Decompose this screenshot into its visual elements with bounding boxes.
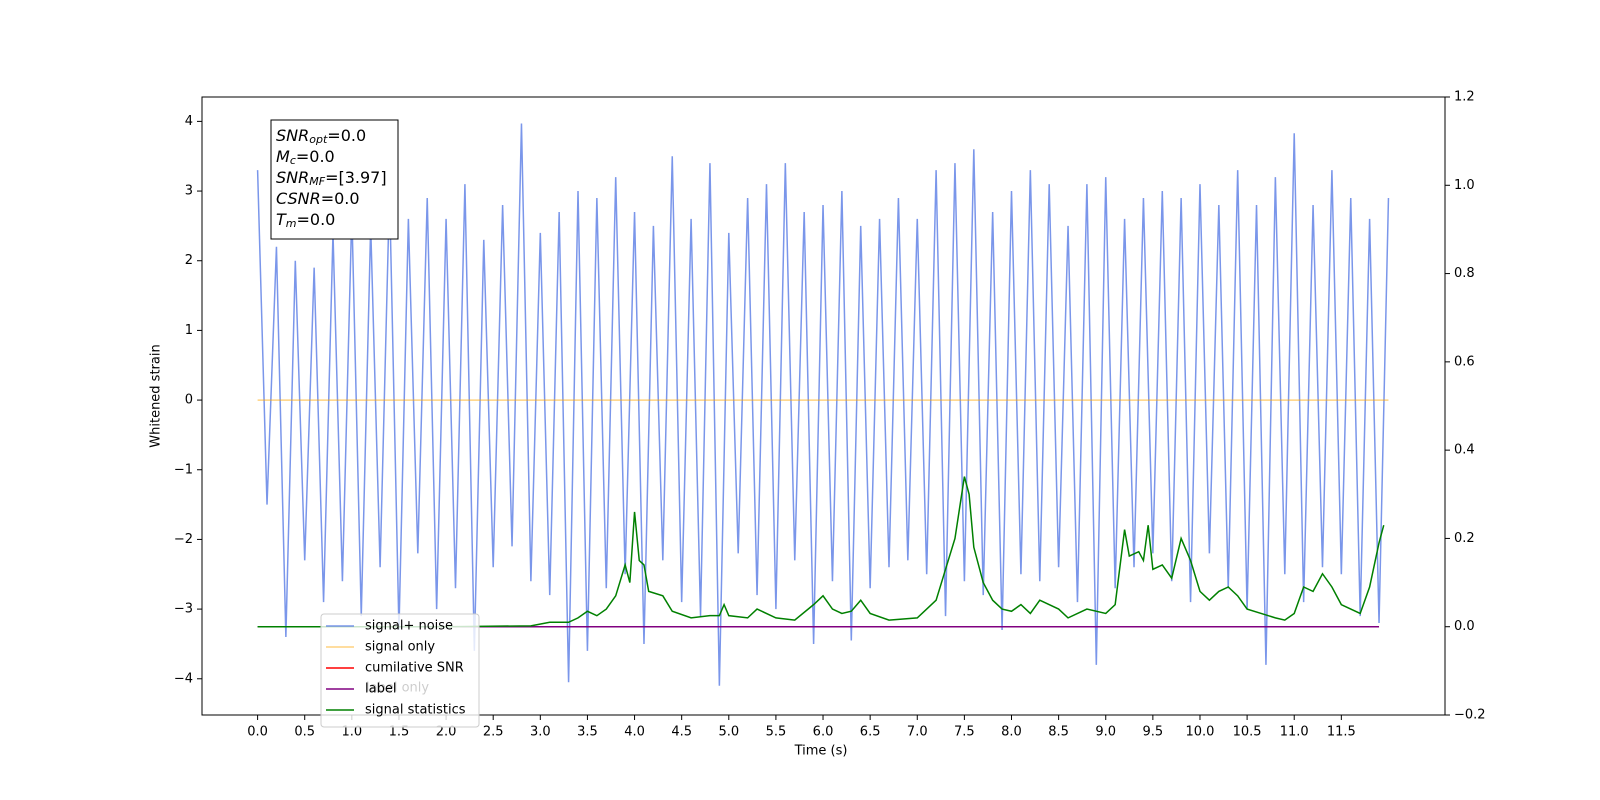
y2-tick-label: 0.6 <box>1454 354 1475 369</box>
x-tick-label: 11.5 <box>1327 725 1356 740</box>
x-tick-label: 8.0 <box>1001 725 1022 740</box>
x-tick-label: 7.0 <box>907 725 928 740</box>
x-tick-label: 5.0 <box>718 725 739 740</box>
text-box-line: Mc=0.0 <box>276 147 335 168</box>
x-tick-label: 10.0 <box>1186 725 1215 740</box>
x-axis-label: Time (s) <box>794 744 848 759</box>
x-tick-label: 11.0 <box>1280 725 1309 740</box>
x-tick-label: 1.0 <box>341 725 362 740</box>
y-tick-label: 0 <box>185 393 193 408</box>
text-base: M <box>276 147 290 166</box>
x-tick-label: 5.5 <box>766 725 787 740</box>
text-sub: c <box>290 154 296 167</box>
x-tick-label: 10.5 <box>1233 725 1262 740</box>
x-tick-label: 4.5 <box>671 725 692 740</box>
x-tick-label: 9.0 <box>1095 725 1116 740</box>
series-line <box>256 123 1390 686</box>
x-tick-label: 9.5 <box>1143 725 1164 740</box>
y-tick-label: −2 <box>174 532 193 547</box>
text-base: SNR <box>276 168 309 187</box>
y2-tick-label: 1.2 <box>1454 90 1475 105</box>
text-rest: =0.0 <box>297 210 336 229</box>
y2-tick-label: 0.8 <box>1454 266 1475 281</box>
y-tick-label: −3 <box>174 602 193 617</box>
x-tick-label: 2.5 <box>483 725 504 740</box>
text-sub: opt <box>309 133 328 146</box>
text-box-line: CSNR=0.0 <box>276 189 360 208</box>
x-tick-label: 8.5 <box>1048 725 1069 740</box>
text-rest: =0.0 <box>327 126 366 145</box>
text-sub: m <box>286 217 297 230</box>
y-tick-label: −4 <box>174 671 193 686</box>
text-rest: =0.0 <box>296 147 335 166</box>
x-tick-label: 0.5 <box>294 725 315 740</box>
x-tick-label: 2.0 <box>436 725 457 740</box>
y2-tick-label: −0.2 <box>1454 708 1486 723</box>
legend-label: signal+ noise <box>365 619 453 634</box>
y-tick-label: −1 <box>174 462 193 477</box>
legend-label: signal only <box>365 640 435 655</box>
legend-box <box>320 613 480 728</box>
y2-tick-label: 0.2 <box>1454 531 1475 546</box>
y-tick-label: 4 <box>185 114 193 129</box>
text-rest: =0.0 <box>321 189 360 208</box>
x-tick-label: 6.0 <box>813 725 834 740</box>
x-tick-label: 6.5 <box>860 725 881 740</box>
legend-label: label <box>365 682 396 697</box>
y2-tick-label: 0.0 <box>1454 619 1475 634</box>
text-box-line: Tm=0.0 <box>276 210 335 231</box>
y-tick-label: 2 <box>185 253 193 268</box>
text-box-line: SNRMF=[3.97] <box>276 168 387 189</box>
x-tick-label: 3.5 <box>577 725 598 740</box>
text-box <box>270 119 399 240</box>
text-base: CSNR <box>276 189 321 208</box>
x-tick-label: 1.5 <box>389 725 410 740</box>
text-base: SNR <box>276 126 309 145</box>
legend-label: signal statistics <box>365 703 466 718</box>
text-box-line: SNRopt=0.0 <box>276 126 366 147</box>
x-tick-label: 7.5 <box>954 725 975 740</box>
y-tick-label: 1 <box>185 323 193 338</box>
text-sub: MF <box>309 175 325 188</box>
text-rest: =[3.97] <box>325 168 387 187</box>
x-tick-label: 0.0 <box>247 725 268 740</box>
y-axis-label: Whitened strain <box>149 344 164 447</box>
x-tick-label: 3.0 <box>530 725 551 740</box>
text-base: T <box>276 210 287 229</box>
series-line <box>257 476 1385 628</box>
y-tick-label: 3 <box>185 184 193 199</box>
y2-tick-label: 1.0 <box>1454 178 1475 193</box>
x-tick-label: 4.0 <box>624 725 645 740</box>
y2-tick-label: 0.4 <box>1454 443 1475 458</box>
legend-label: cumilative SNR <box>365 661 464 676</box>
